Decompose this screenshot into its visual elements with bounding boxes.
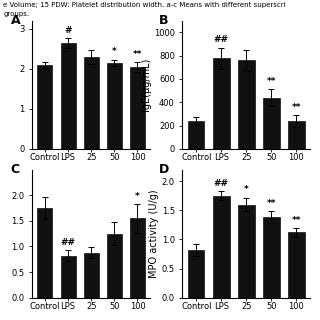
Bar (188, 250, 204, 298)
Bar (213, 58, 229, 149)
Text: Baicalin(mg/kg): Baicalin(mg/kg) (81, 192, 148, 201)
Text: B: B (159, 14, 169, 28)
Text: A: A (11, 14, 20, 28)
Bar (84, 252, 99, 298)
Text: ##: ## (214, 179, 229, 188)
Bar (130, 67, 145, 149)
Text: C: C (11, 163, 20, 176)
Bar (84, 57, 99, 149)
Text: *: * (135, 192, 140, 201)
Bar (288, 121, 305, 149)
Bar (107, 63, 122, 149)
Text: ##: ## (60, 238, 76, 247)
Text: **: ** (267, 77, 276, 86)
Bar (288, 232, 305, 298)
Text: *: * (244, 185, 249, 194)
Bar (263, 98, 280, 149)
Bar (263, 217, 280, 298)
Text: **: ** (292, 103, 301, 112)
Bar (213, 196, 229, 298)
Text: **: ** (292, 216, 301, 225)
Bar (107, 234, 122, 298)
Bar (60, 256, 76, 298)
Text: D: D (159, 163, 170, 176)
Y-axis label: MPO activity (U/g): MPO activity (U/g) (149, 189, 159, 278)
Y-axis label: IgE(μg/mL): IgE(μg/mL) (141, 58, 151, 111)
Bar (37, 208, 52, 298)
Bar (188, 121, 204, 149)
Text: ##: ## (214, 36, 229, 44)
Text: groups.: groups. (3, 11, 29, 17)
Bar (37, 65, 52, 149)
Bar (238, 60, 254, 149)
Bar (238, 204, 254, 298)
Bar (60, 43, 76, 149)
Text: e Volume; 15 PDW: Platelet distribution width. a-c Means with different superscr: e Volume; 15 PDW: Platelet distribution … (3, 2, 286, 8)
Bar (130, 218, 145, 298)
Text: **: ** (133, 50, 142, 59)
Text: *: * (112, 47, 117, 56)
Text: #: # (64, 26, 72, 35)
Text: **: ** (267, 199, 276, 208)
Text: Bacalin(mg/kg): Bacalin(mg/kg) (239, 192, 303, 201)
